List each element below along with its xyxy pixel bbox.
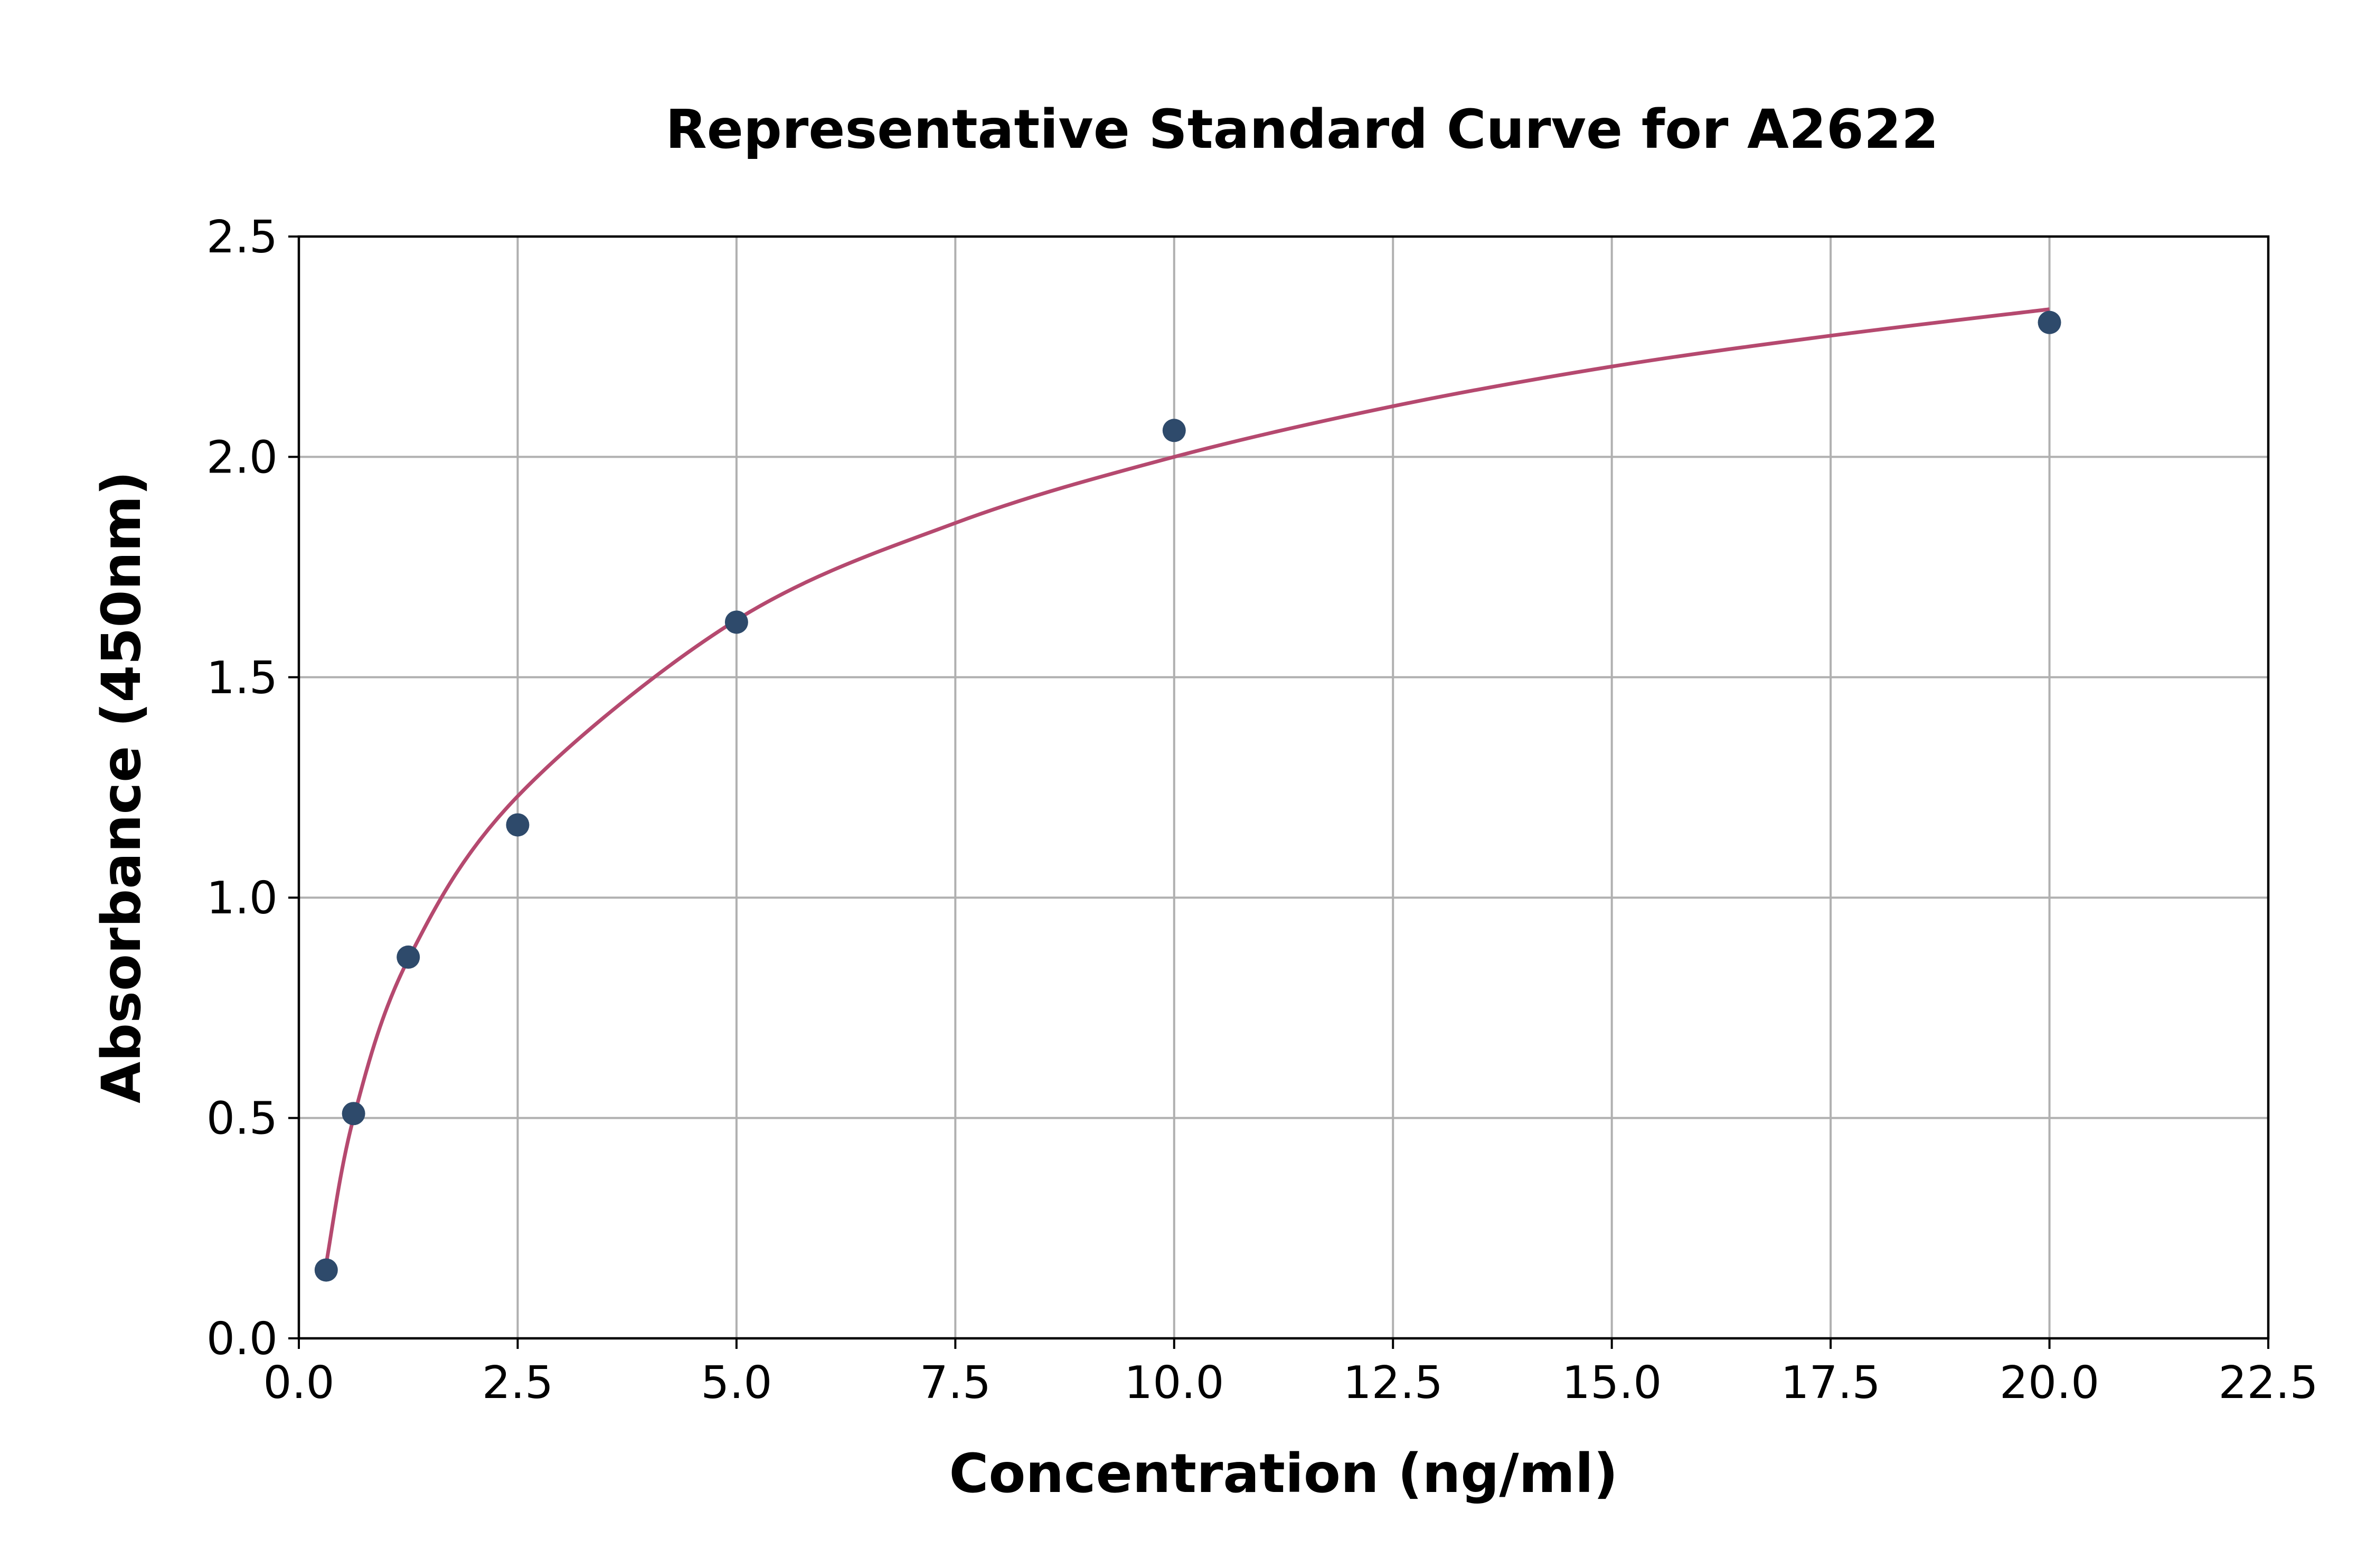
y-tick-label: 2.5 [206, 211, 278, 263]
data-point [724, 610, 748, 634]
x-tick-label: 15.0 [1562, 1357, 1662, 1409]
x-tick-label: 10.0 [1124, 1357, 1224, 1409]
data-point [2038, 310, 2061, 334]
x-tick-label: 7.5 [920, 1357, 991, 1409]
data-point [314, 1258, 338, 1282]
data-points [314, 310, 2061, 1282]
y-tick-label: 1.5 [206, 652, 278, 704]
y-tick-label: 0.0 [206, 1313, 278, 1365]
y-tick-label: 1.0 [206, 872, 278, 924]
data-point [1162, 419, 1186, 442]
x-tick-label: 12.5 [1343, 1357, 1443, 1409]
x-tick-label: 5.0 [701, 1357, 772, 1409]
data-point [506, 813, 530, 837]
x-tick-label: 20.0 [2000, 1357, 2099, 1409]
x-axis-ticks: 0.0 2.5 5.0 7.5 10.0 12.5 15.0 17.5 20.0 22.5 [263, 1338, 2318, 1409]
y-axis-ticks: 0.0 0.5 1.0 1.5 2.0 2.5 [206, 211, 299, 1365]
x-tick-label: 22.5 [2218, 1357, 2318, 1409]
y-axis-label: Absorbance (450nm) [90, 471, 153, 1103]
x-axis-label: Concentration (ng/ml) [949, 1442, 1618, 1505]
x-tick-label: 2.5 [482, 1357, 553, 1409]
x-tick-label: 17.5 [1780, 1357, 1880, 1409]
plot-frame [297, 235, 2270, 1340]
x-tick-label: 0.0 [263, 1357, 334, 1409]
y-tick-label: 2.0 [206, 431, 278, 484]
chart-title: Representative Standard Curve for A2622 [665, 98, 1939, 161]
data-point [342, 1102, 365, 1126]
data-point [397, 945, 420, 969]
y-tick-label: 0.5 [206, 1093, 278, 1145]
